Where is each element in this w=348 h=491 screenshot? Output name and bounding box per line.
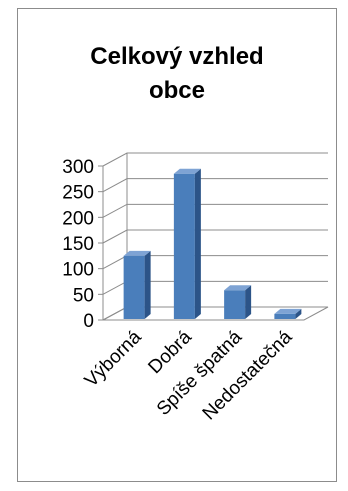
y-tick-label: 50: [73, 285, 94, 306]
bar-top: [224, 285, 252, 291]
y-tick-label: 0: [83, 311, 94, 332]
y-tick-label: 100: [62, 260, 94, 281]
bar-top: [123, 250, 151, 256]
bar-front: [123, 255, 145, 319]
bar-side: [144, 250, 151, 319]
y-tick-label: 250: [62, 183, 94, 204]
y-tick-label: 150: [62, 234, 94, 255]
chart-title-line-2: obce: [148, 77, 205, 104]
bar-front: [173, 173, 195, 319]
chart-title: Celkový vzhled obce: [17, 40, 337, 108]
bar-front: [224, 290, 246, 319]
bar: [224, 285, 252, 319]
bar: [123, 250, 151, 319]
y-tick-label: 200: [62, 208, 94, 229]
bar: [274, 308, 302, 319]
y-tick-label: 300: [62, 157, 94, 178]
chart-title-line-1: Celkový vzhled: [90, 43, 264, 70]
bar-side: [295, 308, 302, 319]
bar: [173, 168, 201, 319]
bar-side: [194, 168, 201, 319]
y-axis-ticks: 0 50 100 150 200 250 300: [62, 157, 103, 332]
gridline: [102, 152, 328, 167]
bar-side: [245, 285, 252, 319]
bar-series: [123, 168, 302, 319]
bar-front: [274, 313, 296, 319]
bar-top: [173, 168, 201, 174]
gridline: [102, 178, 328, 193]
bar-top: [274, 308, 302, 314]
x-category-label: Nedostatečná: [199, 326, 297, 424]
gridline: [102, 229, 328, 244]
x-category-label: Výborná: [81, 326, 146, 391]
gridline: [102, 203, 328, 218]
